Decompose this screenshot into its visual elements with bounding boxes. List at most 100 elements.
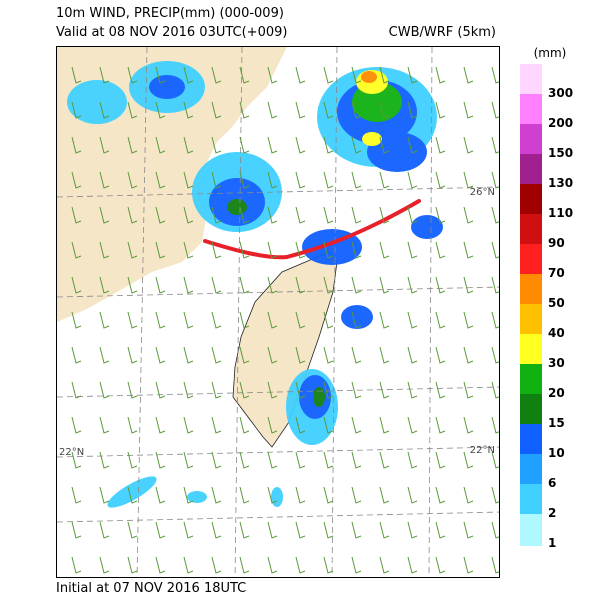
wind-barb bbox=[211, 66, 222, 84]
wind-barb bbox=[267, 556, 278, 574]
wind-barb bbox=[351, 171, 362, 189]
precip-legend: (mm) 300 200 150 130 110 90 70 50 40 30 20 15 10 6 2 1 bbox=[520, 46, 596, 556]
wind-barb bbox=[491, 346, 499, 364]
wind-barb bbox=[323, 66, 334, 84]
wind-barb bbox=[183, 311, 194, 329]
wind-barb bbox=[295, 346, 306, 364]
wind-barb bbox=[351, 101, 362, 119]
wind-barb bbox=[267, 486, 278, 504]
wind-barb bbox=[155, 136, 166, 154]
wind-barb bbox=[323, 451, 334, 469]
legend-swatch-70 bbox=[520, 244, 542, 276]
wind-barb bbox=[295, 381, 306, 399]
legend-label-1: 1 bbox=[548, 536, 557, 550]
wind-barb bbox=[239, 416, 250, 434]
wind-barb bbox=[323, 486, 334, 504]
wind-barb bbox=[267, 451, 278, 469]
wind-barb bbox=[267, 136, 278, 154]
wind-barb bbox=[407, 276, 418, 294]
legend-swatch-30 bbox=[520, 334, 542, 366]
legend-label-110: 110 bbox=[548, 206, 574, 220]
wind-barb bbox=[183, 171, 194, 189]
wind-barb bbox=[295, 521, 306, 539]
wind-barb bbox=[435, 311, 446, 329]
wind-barb bbox=[239, 556, 250, 574]
wind-barb bbox=[71, 136, 82, 154]
wind-barb bbox=[127, 101, 138, 119]
wind-barb bbox=[295, 486, 306, 504]
wind-barb bbox=[435, 136, 446, 154]
wind-barb bbox=[407, 171, 418, 189]
legend-swatch-300 bbox=[520, 64, 542, 96]
wind-barb bbox=[99, 556, 110, 574]
legend-swatch-10 bbox=[520, 424, 542, 456]
wind-barb bbox=[71, 521, 82, 539]
wind-barb bbox=[351, 241, 362, 259]
legend-swatch-130 bbox=[520, 154, 542, 186]
legend-label-300: 300 bbox=[548, 86, 574, 100]
wind-barb bbox=[407, 66, 418, 84]
legend-label-40: 40 bbox=[548, 326, 565, 340]
wind-barbs bbox=[71, 66, 499, 574]
wind-barb bbox=[323, 241, 334, 259]
wind-barb bbox=[407, 556, 418, 574]
wind-barb bbox=[295, 416, 306, 434]
wind-barb bbox=[267, 311, 278, 329]
lat-label-22n-east: 22°N bbox=[469, 445, 495, 456]
legend-swatch-40 bbox=[520, 304, 542, 336]
wind-barb bbox=[183, 486, 194, 504]
legend-label-10: 10 bbox=[548, 446, 565, 460]
wind-barb bbox=[155, 276, 166, 294]
legend-label-150: 150 bbox=[548, 146, 574, 160]
wind-barb bbox=[127, 171, 138, 189]
legend-label-130: 130 bbox=[548, 176, 574, 190]
wind-barb bbox=[379, 136, 390, 154]
legend-swatch-90 bbox=[520, 214, 542, 246]
wind-barb bbox=[155, 101, 166, 119]
wind-barb bbox=[155, 381, 166, 399]
wind-barb bbox=[211, 276, 222, 294]
front-line bbox=[203, 199, 421, 260]
wind-barb bbox=[491, 486, 499, 504]
wind-barb bbox=[435, 346, 446, 364]
wind-barb bbox=[295, 556, 306, 574]
wind-barb bbox=[351, 451, 362, 469]
wind-barb bbox=[323, 171, 334, 189]
wind-barb bbox=[183, 451, 194, 469]
wind-barb bbox=[295, 136, 306, 154]
wind-barb bbox=[379, 276, 390, 294]
wind-barb bbox=[491, 136, 499, 154]
wind-barb bbox=[491, 66, 499, 84]
wind-barb bbox=[295, 276, 306, 294]
wind-barb bbox=[463, 416, 474, 434]
wind-barb bbox=[127, 206, 138, 224]
legend-label-30: 30 bbox=[548, 356, 565, 370]
wind-barb bbox=[267, 521, 278, 539]
wind-barb bbox=[211, 556, 222, 574]
wind-barb bbox=[99, 486, 110, 504]
wind-barb bbox=[323, 276, 334, 294]
wind-barb bbox=[211, 451, 222, 469]
wind-barb bbox=[211, 521, 222, 539]
wind-barb bbox=[183, 206, 194, 224]
wind-barb bbox=[211, 486, 222, 504]
wind-barb bbox=[295, 206, 306, 224]
wind-barb bbox=[155, 416, 166, 434]
legend-label-90: 90 bbox=[548, 236, 565, 250]
wind-barb bbox=[463, 206, 474, 224]
wind-barb bbox=[155, 346, 166, 364]
wind-barb bbox=[351, 381, 362, 399]
wind-barb bbox=[155, 556, 166, 574]
wind-barb bbox=[99, 136, 110, 154]
wind-barb bbox=[239, 521, 250, 539]
wind-barb bbox=[99, 521, 110, 539]
wind-barb bbox=[407, 136, 418, 154]
wind-barb bbox=[323, 556, 334, 574]
wind-barb bbox=[323, 346, 334, 364]
wind-barb bbox=[379, 486, 390, 504]
wind-barb bbox=[211, 101, 222, 119]
wind-barb bbox=[491, 556, 499, 574]
legend-label-15: 15 bbox=[548, 416, 565, 430]
wind-barb bbox=[435, 451, 446, 469]
wind-barb bbox=[155, 521, 166, 539]
